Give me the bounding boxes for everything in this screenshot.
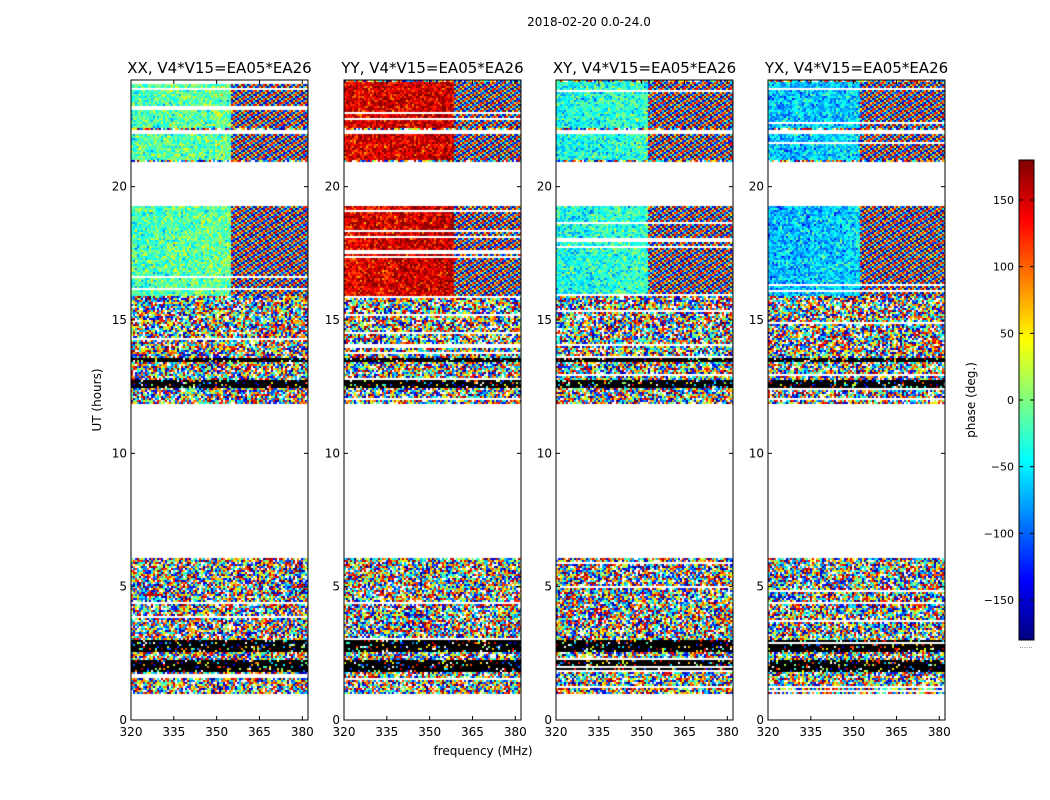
colorbar: 150 100 50 0 −50 −100 −150 phase (deg.) ...... (964, 159, 1035, 650)
y-tick-label: 0 (544, 713, 552, 727)
colorbar-tick-label: −150 (984, 594, 1014, 607)
heatmap-panel-2: YY, V4*V15=EA05*EA26 320 335 350 365 380 0 5 10 1… (325, 59, 527, 739)
heatmap-image (556, 80, 733, 720)
x-tick-label: 365 (461, 725, 484, 739)
axes-frame (343, 79, 522, 721)
y-tick-label: 20 (537, 180, 552, 194)
colorbar-tick-label: 50 (1000, 327, 1014, 340)
axes-frame (130, 79, 309, 721)
heatmap-image (131, 80, 308, 720)
panel-title: YY, V4*V15=EA05*EA26 (340, 59, 523, 77)
panel-title: XX, V4*V15=EA05*EA26 (127, 59, 311, 77)
figure-suptitle: 2018-02-20 0.0-24.0 (527, 15, 651, 29)
y-tick-label: 0 (119, 713, 127, 727)
x-tick-label: 350 (205, 725, 228, 739)
colorbar-tick-label: 0 (1007, 394, 1014, 407)
colorbar-tick-label: −100 (984, 527, 1014, 540)
panel-title: XY, V4*V15=EA05*EA26 (553, 59, 736, 77)
y-tick-label: 15 (325, 313, 340, 327)
axes-frame (555, 79, 734, 721)
y-tick-label: 15 (112, 313, 127, 327)
colorbar-offset-text: ...... (1019, 642, 1032, 650)
colorbar-label: phase (deg.) (964, 362, 978, 438)
x-tick-label: 320 (757, 725, 780, 739)
y-tick-label: 0 (332, 713, 340, 727)
heatmap-image (344, 80, 521, 720)
x-tick-label: 380 (928, 725, 951, 739)
heatmap-panel-4: YX, V4*V15=EA05*EA26 320 335 350 365 380 0 5 10 1… (749, 59, 951, 739)
x-tick-label: 365 (673, 725, 696, 739)
x-tick-label: 320 (333, 725, 356, 739)
y-tick-label: 0 (756, 713, 764, 727)
colorbar-tick-label: 100 (993, 261, 1014, 274)
x-tick-label: 335 (587, 725, 610, 739)
x-tick-label: 380 (291, 725, 314, 739)
panel-title: YX, V4*V15=EA05*EA26 (764, 59, 948, 77)
x-tick-label: 380 (504, 725, 527, 739)
x-axis-label: frequency (MHz) (433, 744, 532, 758)
y-tick-label: 10 (325, 446, 340, 460)
colorbar-tick-label: −50 (991, 461, 1014, 474)
heatmap-panels: XX, V4*V15=EA05*EA26 320 335 350 365 380 0 5 10 1… (112, 59, 951, 739)
heatmap-image (768, 80, 945, 720)
x-tick-label: 350 (418, 725, 441, 739)
y-tick-label: 5 (544, 580, 552, 594)
colorbar-ticks: 150 100 50 0 −50 −100 −150 (984, 194, 1034, 607)
x-tick-label: 320 (545, 725, 568, 739)
y-tick-label: 5 (332, 580, 340, 594)
x-tick-label: 320 (120, 725, 143, 739)
colorbar-tick-label: 150 (993, 194, 1014, 207)
heatmap-panel-3: XY, V4*V15=EA05*EA26 320 335 350 365 380 0 5 10 1… (537, 59, 739, 739)
y-axis-label: UT (hours) (90, 368, 104, 431)
y-tick-label: 20 (749, 180, 764, 194)
y-tick-label: 5 (119, 580, 127, 594)
y-tick-label: 10 (537, 446, 552, 460)
y-tick-label: 10 (749, 446, 764, 460)
y-tick-label: 20 (112, 180, 127, 194)
y-tick-label: 15 (749, 313, 764, 327)
x-tick-label: 350 (842, 725, 865, 739)
heatmap-panel-1: XX, V4*V15=EA05*EA26 320 335 350 365 380 0 5 10 1… (112, 59, 314, 739)
x-tick-label: 335 (799, 725, 822, 739)
x-tick-label: 350 (630, 725, 653, 739)
y-tick-label: 5 (756, 580, 764, 594)
x-tick-label: 380 (716, 725, 739, 739)
y-tick-label: 10 (112, 446, 127, 460)
y-tick-label: 20 (325, 180, 340, 194)
y-tick-label: 15 (537, 313, 552, 327)
x-tick-label: 365 (885, 725, 908, 739)
x-tick-label: 335 (375, 725, 398, 739)
axes-frame (767, 79, 946, 721)
x-tick-label: 335 (162, 725, 185, 739)
x-tick-label: 365 (248, 725, 271, 739)
